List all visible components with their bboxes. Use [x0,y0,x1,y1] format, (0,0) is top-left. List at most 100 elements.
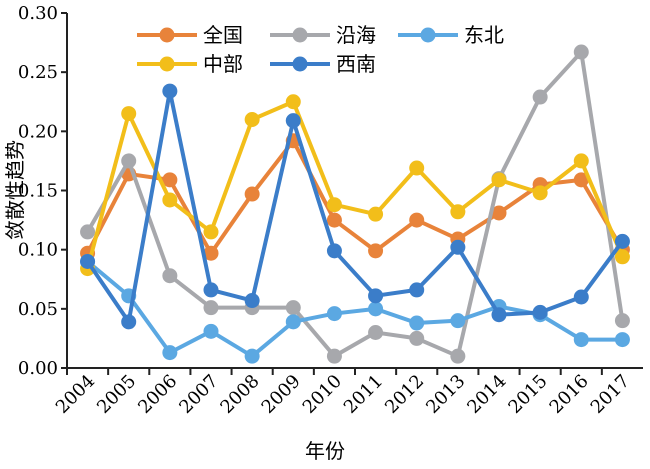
data-point [409,330,425,346]
y-tick-label: 0.20 [18,121,58,142]
data-point [573,153,589,169]
data-point [491,205,507,221]
legend-item: 东北 [394,23,504,47]
data-point [532,89,548,105]
data-point [285,113,301,129]
y-tick-label: 0.25 [18,62,58,83]
data-point [491,172,507,188]
data-point [573,332,589,348]
x-axis-label: 年份 [305,439,345,463]
legend-marker [292,27,308,43]
legend-label: 沿海 [336,23,376,47]
data-point [285,314,301,330]
data-point [80,254,96,269]
data-point [450,239,466,255]
x-tick-label: 2015 [504,371,551,418]
y-tick-label: 0.10 [18,240,58,261]
legend-label: 东北 [464,23,504,47]
data-point [203,282,219,298]
data-point [326,306,342,322]
data-point [573,172,589,188]
data-point [409,212,425,228]
x-tick-label: 2009 [258,371,305,418]
data-point [368,243,384,259]
legend-label: 全国 [203,23,243,47]
legend-item: 全国 [133,23,243,47]
data-point [614,233,630,249]
y-tick-label: 0.00 [18,358,58,379]
data-point [162,83,178,99]
data-point [244,293,260,309]
data-point [162,192,178,208]
data-point [368,325,384,340]
data-point [491,307,507,323]
data-point [450,204,466,220]
legend-marker [420,27,436,43]
legend-item: 沿海 [266,23,376,47]
series-4 [80,83,630,330]
x-tick-label: 2014 [463,371,510,418]
data-point [409,315,425,331]
data-point [244,186,260,202]
data-point [244,348,260,364]
data-point [162,172,178,188]
x-tick-label: 2011 [340,371,387,418]
data-point [532,185,548,201]
data-point [326,197,342,213]
data-point [368,301,384,317]
legend-marker [292,56,308,72]
x-tick-label: 2005 [93,371,140,418]
data-point [203,323,219,339]
data-point [532,304,548,320]
data-point [614,249,630,265]
data-point [203,300,219,316]
data-point [121,153,137,169]
series-0 [80,133,630,261]
data-point [203,224,219,240]
legend-label: 中部 [203,52,243,76]
y-tick-label: 0.30 [18,3,58,24]
legend-item: 中部 [133,52,243,76]
data-point [450,348,466,364]
data-point [326,348,342,364]
data-point [121,106,137,122]
data-point [326,212,342,228]
data-point [162,268,178,284]
legend-marker [159,56,175,72]
x-tick-label: 2017 [587,371,634,418]
data-point [326,243,342,259]
data-point [368,206,384,222]
data-point [614,332,630,348]
legend-label: 西南 [336,52,376,76]
x-tick-label: 2006 [134,371,181,418]
data-point [121,314,137,330]
data-point [203,245,219,261]
x-tick-label: 2012 [381,371,428,418]
data-point [162,345,178,361]
series-3 [80,94,630,277]
x-tick-label: 2013 [422,371,469,418]
data-point [573,289,589,305]
x-tick-label: 2008 [216,371,263,418]
y-tick-label: 0.15 [18,181,58,202]
x-tick-label: 2004 [52,371,99,418]
data-point [614,313,630,329]
y-tick-label: 0.05 [18,299,58,320]
x-tick-label: 2010 [299,371,346,418]
data-point [244,112,260,127]
data-point [573,44,589,60]
x-tick-label: 2016 [546,371,593,418]
legend-marker [159,27,175,43]
data-point [285,300,301,316]
data-point [409,160,425,176]
y-axis-label: 敛散性趋势 [3,140,27,240]
data-point [80,224,96,240]
series-line [85,50,625,359]
data-point [285,94,301,110]
x-tick-label: 2007 [175,371,222,418]
data-point [368,288,384,304]
data-point [450,313,466,329]
data-point [409,282,425,298]
legend-item: 西南 [266,52,376,76]
